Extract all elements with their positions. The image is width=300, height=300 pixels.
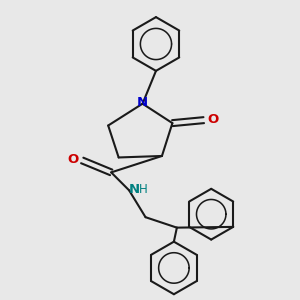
Text: O: O — [207, 113, 218, 126]
Text: H: H — [139, 183, 148, 196]
Text: N: N — [128, 183, 140, 196]
Text: O: O — [68, 153, 79, 166]
Text: N: N — [137, 96, 148, 109]
